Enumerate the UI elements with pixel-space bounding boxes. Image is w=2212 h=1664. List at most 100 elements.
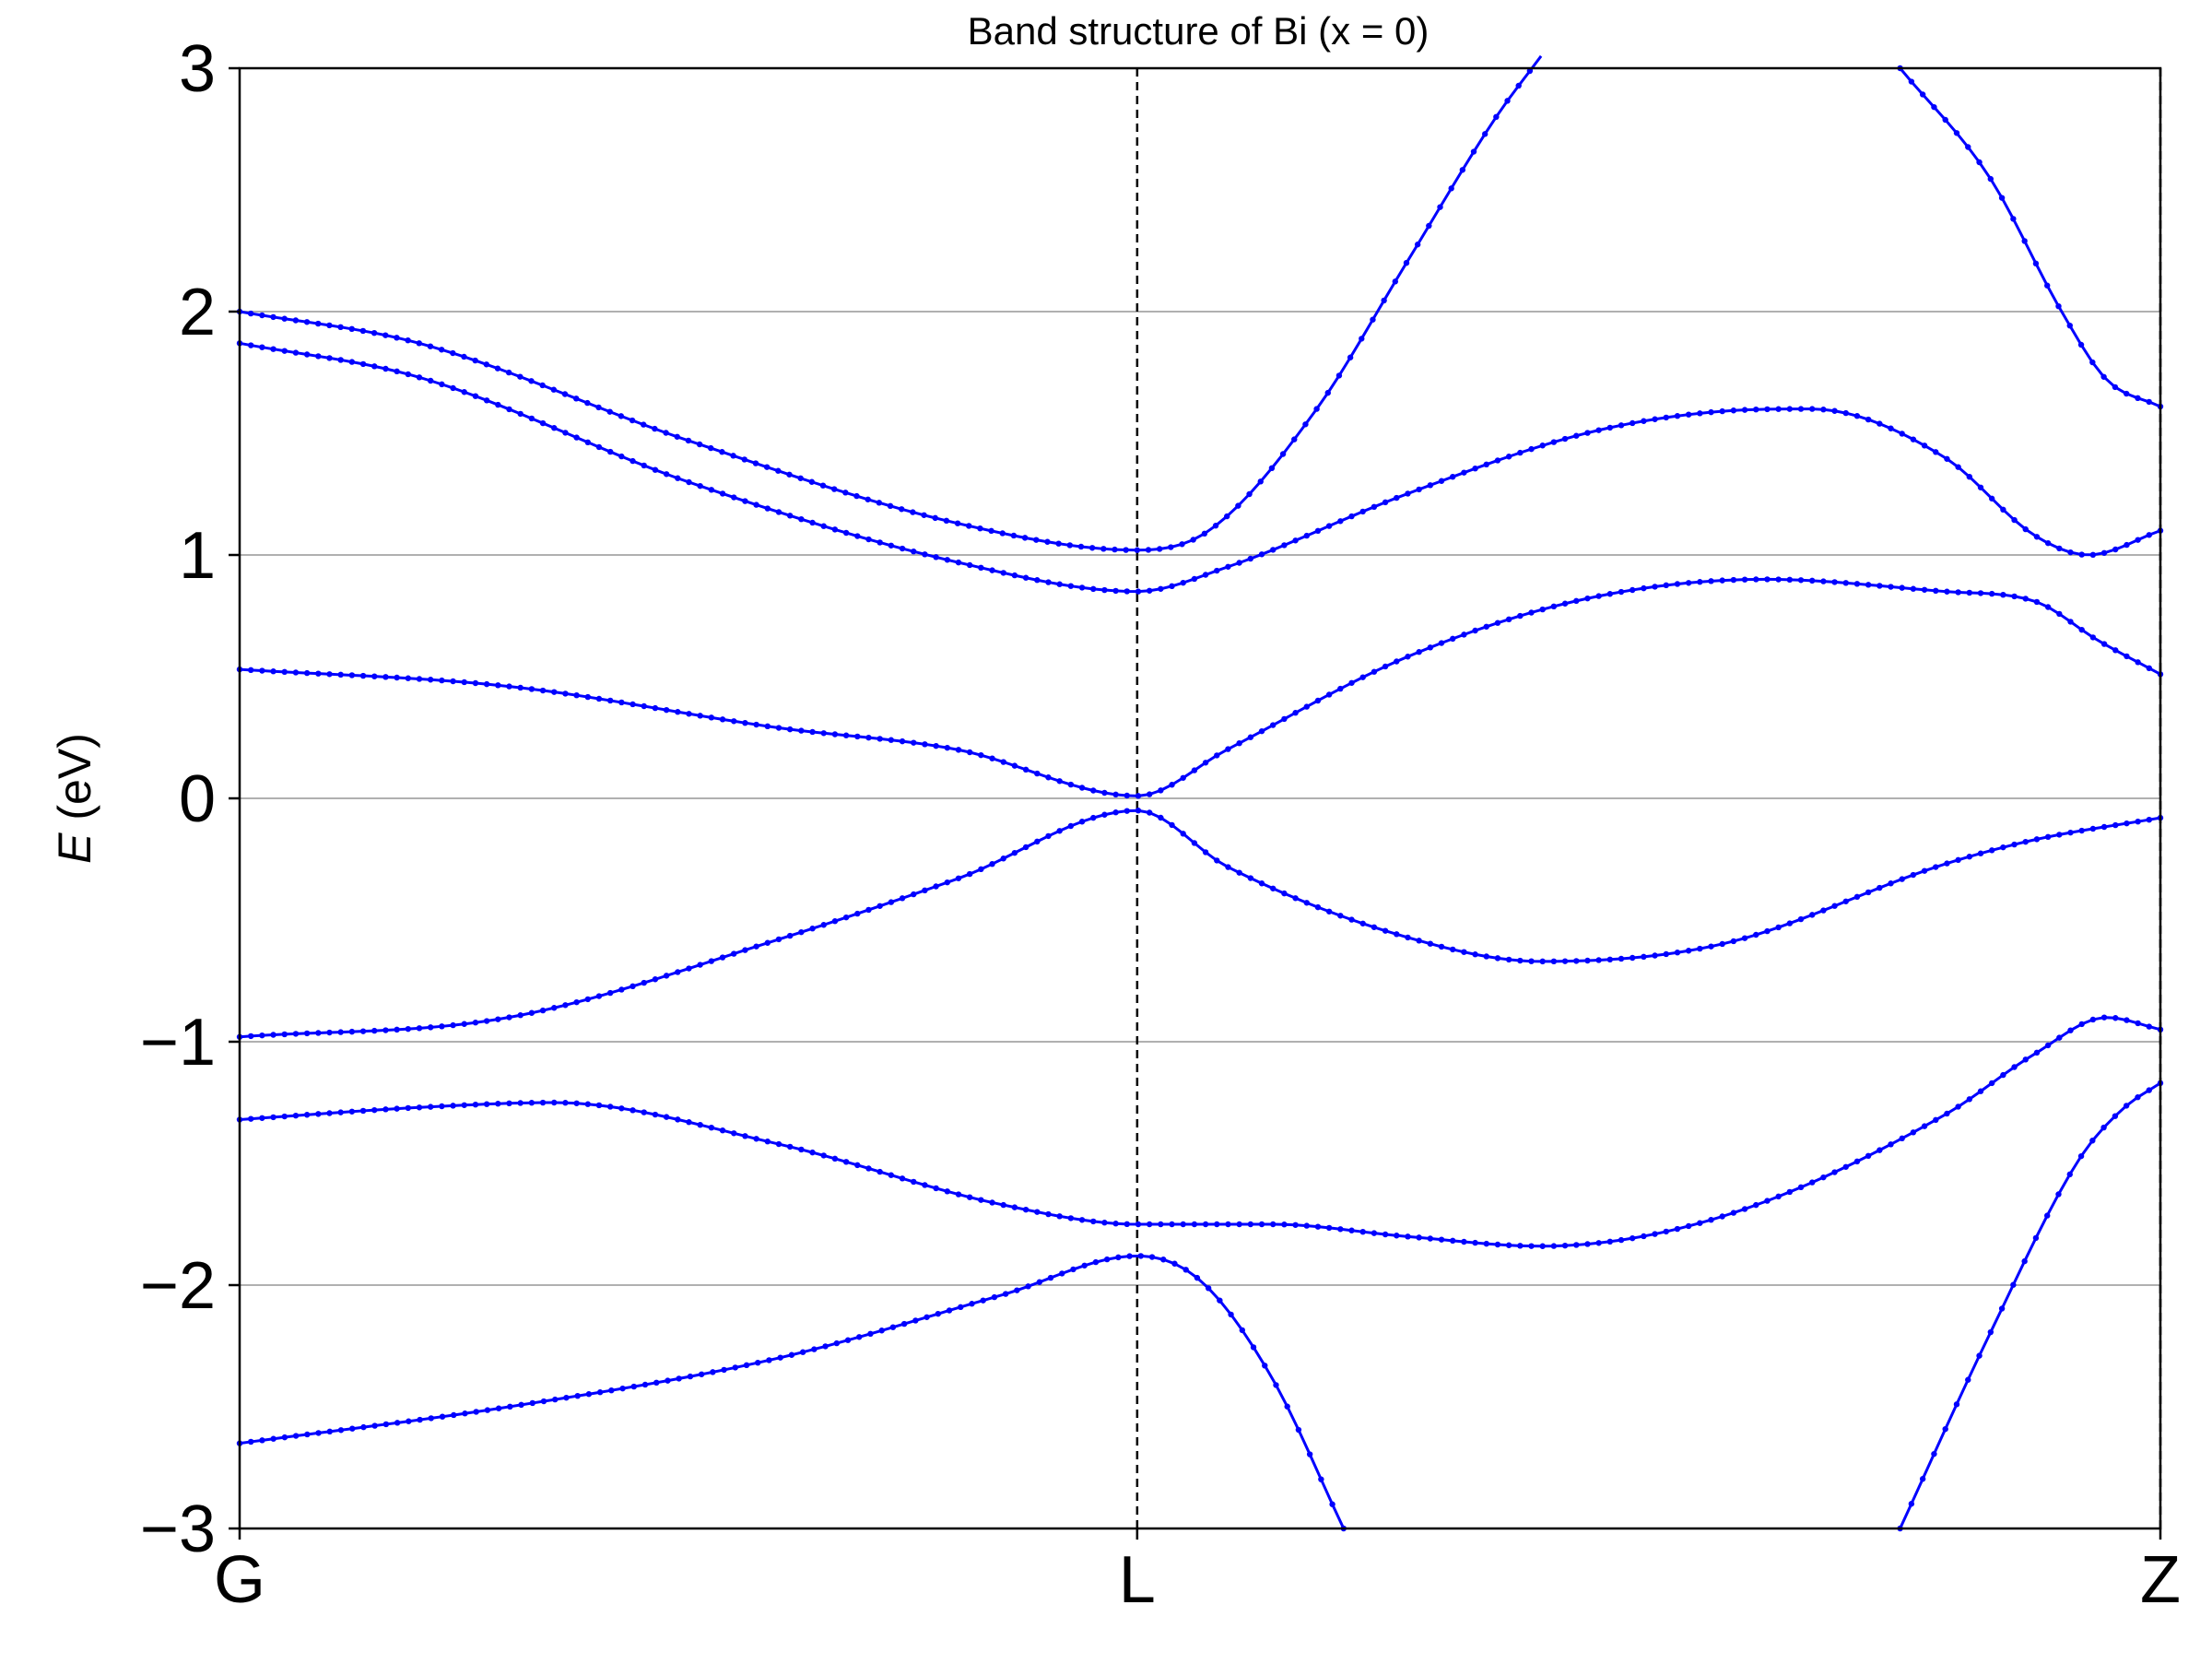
band-point [506,406,512,413]
band-point [1921,1123,1928,1129]
band-point [337,324,344,331]
y-axis-label-unit: (eV) [49,733,100,832]
band-point [1022,1206,1030,1213]
band-point [1438,1236,1445,1243]
band-point [2135,537,2141,543]
band-point [989,567,995,573]
band-point [1908,1501,1915,1507]
band-point [943,517,950,525]
band-point [753,1136,759,1142]
band-point [2089,825,2097,832]
band-point [461,1102,467,1108]
band-point [1405,654,1411,660]
band-point [1302,421,1309,428]
band-point [1584,957,1591,964]
band-point [912,1317,919,1324]
band-point [2032,260,2040,267]
band-point [394,674,400,681]
band-point [719,1127,726,1134]
y-tick-label: −2 [140,1249,216,1323]
band-point [1014,1287,1020,1293]
band-point [1228,1311,1234,1318]
band-point [708,444,714,452]
band-point [1092,1258,1100,1266]
band-point [1461,469,1467,476]
band-point [1450,946,1456,953]
band-point [1090,787,1097,794]
y-tick-label: −3 [140,1493,216,1566]
band-point [1573,958,1580,964]
band-point [292,1112,300,1119]
band-point [786,513,794,519]
band-point [978,751,984,759]
band-point [349,1425,356,1432]
band-point [1191,575,1198,583]
band-point [1214,857,1220,864]
band-point [1505,1242,1512,1248]
band-point [595,443,603,451]
band-point [854,533,861,539]
band-point [1169,782,1175,788]
band-point [741,456,747,463]
band-point [326,1428,333,1435]
band-point [1337,518,1344,525]
band-point [2124,541,2130,549]
band-point [1652,584,1658,590]
band-point [1775,406,1782,412]
band-point [1517,957,1524,964]
band-point [822,1343,829,1350]
band-point [1025,1283,1031,1290]
band-point [2011,1064,2018,1070]
band-5 [236,1014,2164,1249]
band-point [259,344,265,350]
band-point [900,1320,908,1328]
band-point [867,1330,874,1338]
band-point [935,1310,941,1317]
band-point [303,1030,311,1037]
band-point [394,1026,400,1033]
band-point [1976,1352,1983,1359]
band-point [1953,1401,1960,1408]
band-point [438,347,445,353]
band-point [1461,631,1467,638]
band-point [1426,222,1432,230]
band-point [809,519,816,526]
band-point [1055,540,1062,547]
band-point [394,368,400,375]
band-point [348,672,356,679]
y-ticks: 3 2 1 0 −1 −2 −3 [140,32,240,1566]
band-point [1888,880,1894,887]
band-point [1708,943,1714,950]
band-point [1191,840,1198,846]
band-point [439,1023,445,1030]
band-point [315,320,322,327]
band-point [1403,260,1410,266]
band-point [416,340,422,347]
band-point [775,936,782,943]
band-point [2135,1020,2141,1027]
band-point [2146,665,2153,672]
band-point [1820,578,1827,584]
band-point [1348,1227,1355,1233]
band-point [1944,1110,1950,1117]
band-point [1137,1253,1145,1259]
band-point [1202,849,1209,856]
band-point [1472,627,1478,634]
band-point [1685,948,1692,954]
band-point [1528,958,1535,964]
band-point [652,425,658,432]
band-point [1257,478,1264,485]
band-point [809,926,816,932]
band-point [281,668,288,676]
band-point [1955,464,1961,470]
band-point [1786,920,1794,926]
band-point [551,425,558,431]
band-point [359,672,367,679]
band-point [922,741,928,748]
band-point [270,1032,276,1038]
band-point [1281,715,1288,723]
band-point [1303,1222,1310,1229]
band-point [573,692,580,699]
